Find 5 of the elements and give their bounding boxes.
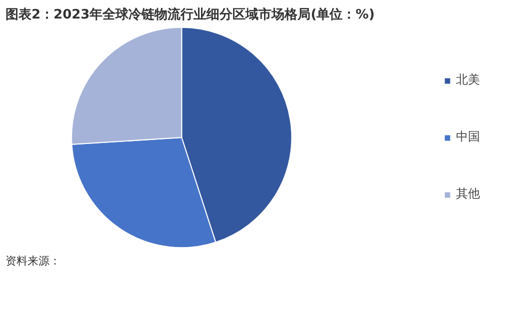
legend-label: 北美 — [456, 72, 480, 88]
legend-label: 中国 — [456, 128, 480, 146]
text: 资料来源： — [6, 254, 60, 268]
chart-title: 图表2：2023年全球冷链物流行业细分区域市场格局(单位：%) — [6, 6, 375, 22]
legend-label: 其他 — [456, 186, 480, 202]
